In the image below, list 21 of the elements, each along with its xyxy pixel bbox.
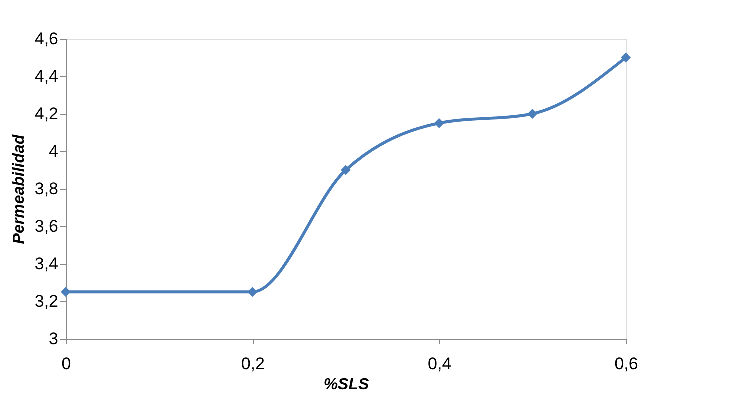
point (528, 109, 538, 119)
y-tick-label: 4,6 (34, 30, 58, 48)
point (248, 287, 258, 298)
x-axis-title: %SLS (324, 376, 370, 394)
point (621, 52, 631, 63)
x-tick-label: 0 (62, 354, 72, 374)
y-tick-label: 3,6 (34, 217, 58, 236)
y-tick-label: 4 (49, 142, 58, 161)
x-tick-label: 0,2 (241, 354, 265, 374)
y-tick-label: 3 (49, 330, 58, 348)
y-tick-label: 3,2 (34, 292, 58, 311)
point (341, 165, 351, 176)
y-tick-label: 4,2 (34, 104, 58, 124)
point (61, 287, 71, 298)
point (434, 118, 444, 128)
y-tick-label: 3,4 (34, 254, 58, 274)
x-tick-label: 0,4 (428, 354, 452, 374)
y-tick-label: 3,8 (34, 180, 58, 198)
y-tick-label: 4,4 (34, 67, 58, 86)
x-tick-label: 0,6 (614, 354, 638, 374)
y-axis-title: Permeabilidad (10, 134, 28, 244)
